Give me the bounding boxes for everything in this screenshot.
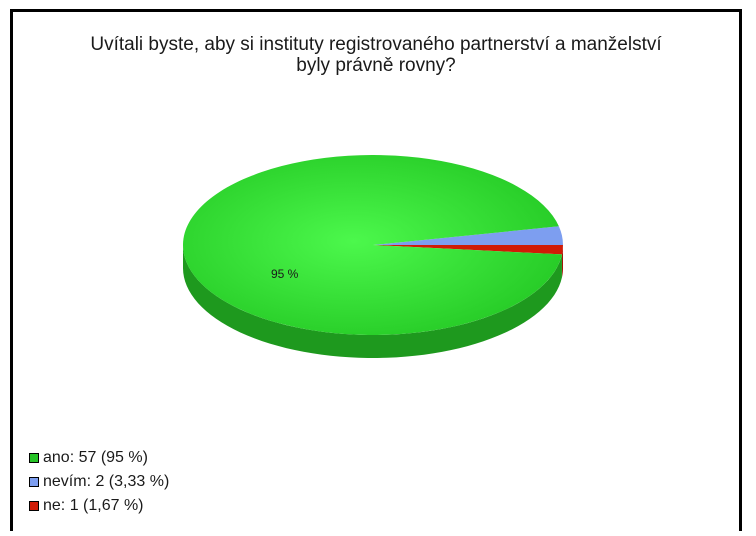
chart-title: Uvítali byste, aby si instituty registro… bbox=[13, 34, 739, 76]
pie-depth-layer bbox=[183, 245, 563, 358]
pie-label-layer: 95 % bbox=[271, 267, 299, 281]
pie-chart: 95 % bbox=[182, 154, 564, 358]
pie-slice-nevím bbox=[373, 226, 564, 246]
legend-swatch-ano bbox=[29, 453, 39, 463]
legend-swatch-ne bbox=[29, 501, 39, 511]
data-label-ano: 95 % bbox=[271, 267, 299, 281]
legend-item-ne: ne: 1 (1,67 %) bbox=[29, 494, 169, 518]
legend-label-ano: ano: 57 (95 %) bbox=[43, 449, 148, 466]
legend-item-nevim: nevím: 2 (3,33 %) bbox=[29, 470, 169, 494]
chart-title-line-2: byly právně rovny? bbox=[296, 55, 456, 76]
legend-label-ne: ne: 1 (1,67 %) bbox=[43, 497, 144, 514]
legend: ano: 57 (95 %) nevím: 2 (3,33 %) ne: 1 (… bbox=[29, 446, 169, 518]
legend-label-nevim: nevím: 2 (3,33 %) bbox=[43, 473, 170, 490]
pie-side-ano bbox=[183, 245, 562, 358]
chart-title-line-1: Uvítali byste, aby si instituty registro… bbox=[90, 34, 662, 55]
legend-swatch-nevim bbox=[29, 477, 39, 487]
pie-top-layer bbox=[182, 154, 564, 335]
pie-slice-ne bbox=[373, 245, 563, 255]
chart-frame: Uvítali byste, aby si instituty registro… bbox=[10, 9, 742, 531]
legend-item-ano: ano: 57 (95 %) bbox=[29, 446, 169, 470]
pie-side-ne bbox=[561, 245, 563, 278]
pie-slice-ano bbox=[182, 154, 562, 335]
